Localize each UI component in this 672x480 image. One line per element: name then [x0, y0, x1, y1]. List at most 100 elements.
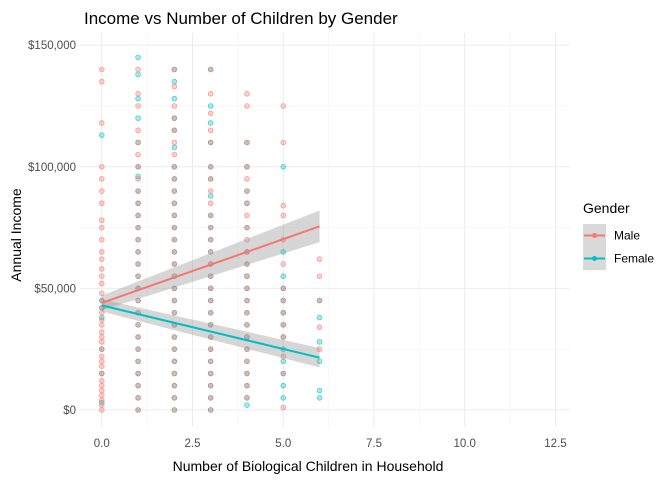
data-point-male	[171, 407, 178, 413]
y-tick-label: $150,000	[28, 40, 76, 52]
data-point-male	[171, 285, 178, 292]
data-point-male	[99, 176, 105, 182]
data-point-male	[99, 164, 105, 170]
x-tick-label: 7.5	[366, 438, 382, 450]
data-point-male	[99, 266, 105, 272]
data-point-female	[280, 273, 287, 279]
data-point-male	[280, 370, 287, 377]
data-point-male	[280, 334, 287, 340]
data-point-male	[171, 346, 178, 352]
legend-title: Gender	[583, 200, 630, 216]
data-point-male	[280, 309, 287, 316]
data-point-male	[171, 164, 178, 170]
y-axis-title: Annual Income	[8, 188, 24, 282]
data-point-female	[207, 193, 214, 199]
data-point-male	[171, 200, 178, 206]
data-point-male	[171, 395, 178, 401]
data-point-male	[135, 407, 141, 413]
data-point-male	[99, 353, 105, 360]
data-point-male	[171, 115, 178, 121]
data-point-male	[171, 66, 178, 73]
data-point-male	[316, 346, 323, 352]
data-point-male	[99, 78, 105, 85]
data-point-female	[135, 95, 141, 102]
data-point-male	[135, 395, 141, 401]
data-point-male	[171, 103, 178, 109]
data-point-male	[99, 334, 105, 340]
data-point-female	[171, 78, 178, 85]
data-point-male	[171, 188, 178, 194]
data-point-male	[207, 285, 214, 292]
data-point-male	[99, 407, 105, 413]
data-point-male	[207, 200, 214, 206]
data-point-male	[207, 322, 214, 328]
data-point-male	[207, 407, 214, 413]
data-point-female	[280, 358, 287, 365]
data-point-male	[135, 200, 141, 206]
data-point-male	[135, 297, 141, 304]
data-point-male	[280, 353, 287, 360]
data-point-male	[99, 217, 105, 224]
data-point-female	[316, 358, 323, 365]
data-point-male	[280, 212, 287, 219]
confidence-band-male	[101, 210, 320, 311]
data-point-male	[99, 397, 105, 403]
data-point-male	[135, 176, 141, 182]
confidence-band-female	[101, 299, 320, 368]
data-point-female	[280, 395, 287, 401]
data-point-male	[316, 297, 323, 304]
data-point-male	[171, 261, 178, 267]
data-point-male	[99, 382, 105, 389]
legend-label-male: Male	[614, 229, 640, 243]
data-point-male	[244, 382, 250, 389]
data-point-female	[171, 144, 178, 151]
data-point-male	[135, 334, 141, 340]
data-point-male	[99, 317, 105, 323]
data-point-male	[99, 66, 105, 73]
data-point-male	[207, 358, 214, 365]
data-point-male	[135, 212, 141, 219]
data-point-male	[244, 273, 250, 279]
data-point-male	[135, 139, 141, 146]
data-point-male	[171, 176, 178, 182]
data-point-male	[280, 285, 287, 292]
data-point-male	[280, 322, 287, 328]
data-point-male	[316, 324, 323, 331]
data-point-male	[207, 127, 214, 134]
data-point-male	[244, 91, 250, 97]
data-point-male	[207, 164, 214, 170]
data-point-male	[207, 346, 214, 352]
data-point-female	[99, 132, 105, 138]
data-point-female	[207, 120, 214, 126]
data-point-male	[99, 322, 105, 328]
data-point-male	[244, 297, 250, 304]
data-point-male	[99, 290, 105, 296]
data-point-male	[280, 202, 287, 209]
x-tick-label: 5.0	[275, 438, 291, 450]
y-tick-label: $100,000	[28, 162, 76, 174]
data-point-male	[135, 358, 141, 365]
data-point-male	[171, 334, 178, 340]
data-point-female	[171, 95, 178, 102]
data-point-male	[99, 402, 105, 408]
data-point-male	[135, 164, 141, 170]
trend-line-female	[101, 304, 320, 359]
data-point-male	[135, 273, 141, 279]
data-point-male	[316, 256, 323, 262]
data-point-male	[244, 346, 250, 352]
data-point-female	[280, 249, 287, 255]
legend-point-male	[592, 233, 597, 238]
data-point-female	[280, 382, 287, 389]
data-point-male	[244, 358, 250, 365]
data-point-male	[244, 176, 250, 182]
data-point-male	[135, 127, 141, 134]
axis-layer: 0.0 2.5 5.0 7.5 10.0 12.5 $0 $50,000 $100,000 $15…	[28, 40, 567, 450]
data-point-male	[207, 236, 214, 243]
data-point-male	[171, 224, 178, 231]
data-point-female	[135, 71, 141, 78]
data-point-male	[207, 66, 214, 73]
data-point-male	[99, 280, 105, 287]
data-point-male	[99, 329, 105, 335]
data-point-male	[207, 249, 214, 255]
